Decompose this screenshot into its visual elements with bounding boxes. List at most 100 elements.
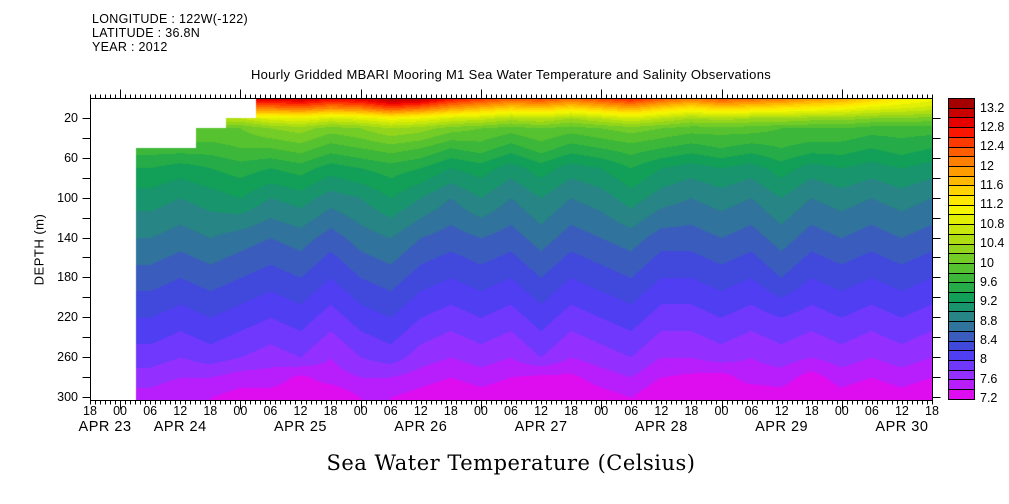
x-hour-label: 18	[804, 404, 819, 418]
colorbar-label: 9.2	[980, 294, 998, 309]
x-hour-label: 00	[233, 404, 248, 418]
colorbar-cell	[949, 166, 974, 177]
chart-title: Hourly Gridded MBARI Mooring M1 Sea Wate…	[250, 67, 772, 82]
colorbar-label: 9.6	[980, 274, 998, 289]
colorbar-cell	[949, 283, 974, 294]
year-label: YEAR : 2012	[92, 40, 168, 54]
colorbar-cell	[949, 215, 974, 226]
colorbar-cell	[949, 293, 974, 303]
x-hour-label: 12	[654, 404, 669, 418]
colorbar-cell	[949, 273, 974, 284]
latitude-label: LATITUDE : 36.8N	[92, 26, 201, 40]
x-hour-label: 12	[413, 404, 428, 418]
x-axis-title: Sea Water Temperature (Celsius)	[326, 451, 696, 475]
y-tick-label: 20	[64, 110, 78, 125]
colorbar-label: 12.8	[980, 120, 1005, 135]
colorbar-cell	[949, 312, 974, 323]
x-date-label: APR 23	[78, 419, 132, 435]
colorbar-label: 8.4	[980, 332, 998, 347]
x-hour-label: 18	[925, 404, 939, 418]
colorbar-cell	[949, 137, 974, 148]
colorbar-cell	[949, 176, 974, 187]
y-tick-label: 220	[57, 310, 78, 325]
colorbar-label: 7.6	[980, 371, 998, 386]
colorbar	[948, 98, 975, 400]
colorbar-label: 8.8	[980, 313, 998, 328]
colorbar-cell	[949, 186, 974, 197]
x-hour-label: 06	[383, 404, 398, 418]
x-hour-label: 06	[263, 404, 278, 418]
colorbar-cell	[949, 351, 974, 361]
x-hour-label: 00	[714, 404, 729, 418]
y-tick-label: 300	[57, 390, 78, 404]
colorbar-cell	[949, 244, 974, 255]
x-hour-label: 06	[864, 404, 879, 418]
x-date-label: APR 29	[755, 419, 809, 435]
x-hour-label: 06	[143, 404, 158, 418]
x-hour-label: 00	[473, 404, 488, 418]
y-tick-label: 60	[64, 150, 78, 165]
colorbar-cell	[949, 147, 974, 158]
colorbar-cell	[949, 302, 974, 313]
x-date-label: APR 26	[394, 419, 448, 435]
x-hour-label: 06	[504, 404, 518, 418]
x-hour-label: 12	[534, 404, 549, 418]
colorbar-cell	[949, 263, 974, 274]
colorbar-cell	[949, 128, 974, 138]
colorbar-label: 10.8	[980, 216, 1005, 231]
x-hour-label: 00	[353, 404, 368, 418]
x-date-label: APR 27	[514, 419, 568, 435]
colorbar-cell	[949, 234, 974, 245]
colorbar-cell	[949, 370, 974, 381]
x-hour-label: 18	[323, 404, 338, 418]
x-hour-label: 00	[594, 404, 609, 418]
x-hour-label: 18	[443, 404, 458, 418]
colorbar-label: 7.2	[980, 391, 998, 405]
temperature-heatmap	[90, 98, 932, 400]
x-hour-label: 12	[173, 404, 188, 418]
colorbar-label: 12.4	[980, 139, 1005, 154]
colorbar-cell	[949, 99, 974, 109]
colorbar-label: 10	[980, 255, 994, 270]
colorbar-cell	[949, 380, 974, 391]
y-tick-label: 100	[57, 190, 78, 205]
colorbar-label: 11.6	[980, 178, 1004, 193]
colorbar-cell	[949, 196, 974, 206]
metadata-block: LONGITUDE : 122W(-122) LATITUDE : 36.8N …	[92, 12, 248, 54]
x-hour-label: 12	[774, 404, 789, 418]
x-date-label: APR 28	[634, 419, 688, 435]
x-hour-label: 06	[744, 404, 759, 418]
colorbar-cell	[949, 341, 974, 352]
colorbar-cell	[949, 157, 974, 167]
colorbar-cell	[949, 225, 974, 235]
x-date-label: APR 30	[875, 419, 929, 435]
colorbar-cell	[949, 205, 974, 216]
x-hour-label: 18	[564, 404, 579, 418]
x-hour-label: 06	[624, 404, 639, 418]
x-hour-label: 18	[83, 404, 97, 418]
y-tick-label: 260	[57, 350, 78, 365]
colorbar-cell	[949, 390, 974, 399]
x-hour-label: 00	[834, 404, 849, 418]
x-date-label: APR 25	[274, 419, 327, 435]
colorbar-cell	[949, 108, 974, 119]
colorbar-label: 11.2	[980, 197, 1004, 212]
x-hour-label: 18	[684, 404, 699, 418]
colorbar-label: 13.2	[980, 100, 1005, 115]
longitude-label: LONGITUDE : 122W(-122)	[92, 12, 248, 26]
colorbar-cell	[949, 118, 974, 129]
colorbar-label: 10.4	[980, 236, 1005, 251]
colorbar-cell	[949, 322, 974, 332]
x-date-label: APR 24	[153, 419, 207, 435]
x-hour-label: 12	[894, 404, 909, 418]
colorbar-cell	[949, 331, 974, 342]
colorbar-label: 12	[980, 158, 994, 173]
colorbar-label: 8	[980, 352, 987, 367]
x-hour-label: 18	[203, 404, 218, 418]
y-tick-label: 140	[57, 230, 78, 245]
colorbar-cell	[949, 360, 974, 371]
y-tick-label: 180	[57, 270, 78, 285]
x-hour-label: 00	[113, 404, 128, 418]
colorbar-cell	[949, 254, 974, 264]
